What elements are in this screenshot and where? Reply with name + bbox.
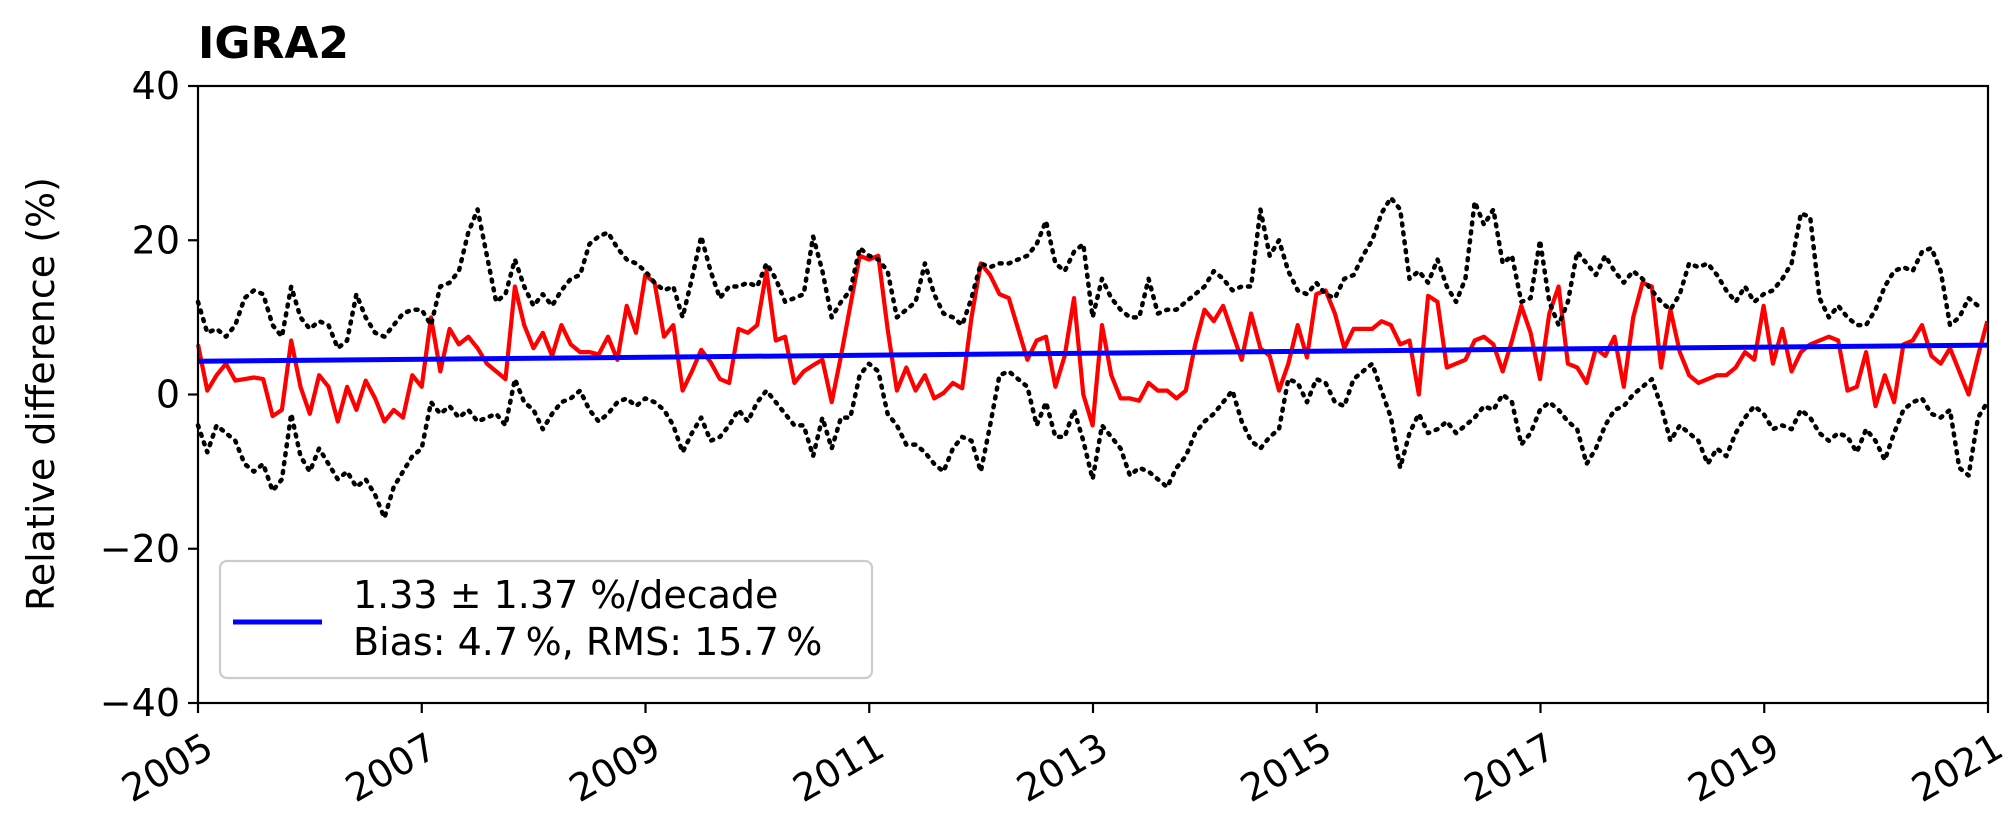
plot-frame	[196, 84, 1990, 705]
series-trend-line	[197, 342, 1989, 364]
series-mean-line	[195, 253, 1990, 428]
series-upper-bound-line	[195, 195, 1981, 351]
series-layer	[195, 195, 1990, 521]
legend-trend-label: 1.33 ± 1.37 %/decade	[353, 573, 778, 617]
x-tick-label: 2007	[338, 724, 444, 810]
x-tick-label: 2017	[1457, 724, 1563, 810]
y-tick-label: −20	[100, 527, 180, 571]
x-tick-label: 2019	[1681, 724, 1787, 810]
y-tick-label: 20	[132, 218, 180, 262]
x-tick-label: 2005	[114, 724, 220, 810]
legend-box	[218, 559, 874, 680]
y-tick-label: 0	[156, 373, 180, 417]
y-tick-label: −40	[100, 681, 180, 725]
legend-stats-label: Bias: 4.7 %, RMS: 15.7 %	[353, 620, 822, 664]
x-tick-label: 2013	[1009, 724, 1115, 810]
y-tick-label: 40	[132, 64, 180, 108]
x-tick-label: 2011	[786, 724, 892, 810]
series-lower-bound-line	[195, 361, 1990, 521]
y-axis-label: Relative difference (%)	[19, 177, 63, 611]
x-tick-label: 2021	[1904, 724, 2006, 810]
x-tick-label: 2009	[562, 724, 668, 810]
chart-title: IGRA2	[198, 18, 349, 69]
x-tick-label: 2015	[1233, 724, 1339, 810]
legend: 1.33 ± 1.37 %/decade Bias: 4.7 %, RMS: 1…	[218, 559, 874, 680]
